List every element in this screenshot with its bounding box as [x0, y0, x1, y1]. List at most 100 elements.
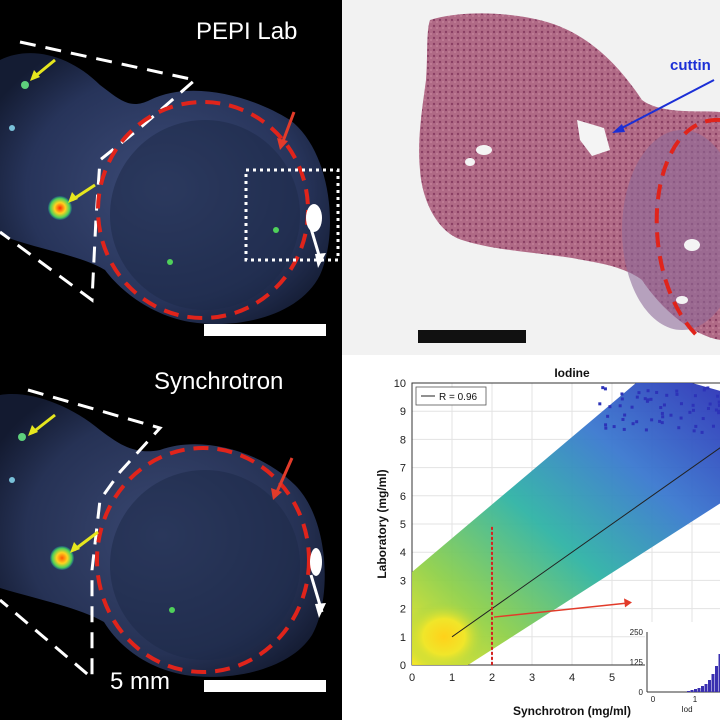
pepi-lab-image — [0, 40, 340, 336]
tumor-region — [622, 130, 720, 330]
inset-bar — [694, 689, 697, 692]
scatter-point — [693, 394, 697, 398]
scatter-point — [691, 403, 695, 407]
bright-spot — [9, 477, 15, 483]
inset-y-tick: 0 — [639, 688, 644, 697]
scatter-point — [603, 387, 607, 391]
tumor-region — [110, 120, 300, 310]
scatter-point — [692, 429, 696, 433]
scatter-point — [635, 420, 639, 424]
scatter-point — [717, 400, 720, 404]
blue-arrow — [617, 79, 715, 131]
fit-line — [451, 447, 720, 638]
scatter-point — [675, 389, 679, 393]
bright-feature — [306, 204, 322, 232]
x-tick-label: 5 — [609, 672, 615, 684]
y-axis-label: Laboratory (mg/ml) — [375, 469, 389, 578]
synchrotron-image — [0, 388, 326, 692]
inset-bar — [708, 680, 711, 692]
scatter-point — [688, 410, 692, 414]
bright-spot — [169, 607, 175, 613]
scatter-point — [658, 419, 662, 423]
scatter-point — [612, 425, 616, 429]
scatter-point — [717, 409, 720, 413]
arrowhead — [624, 598, 632, 608]
inset-bar — [701, 686, 704, 692]
iodine-density-plot: 01234567891001234567 R = 0.96012525001Io… — [375, 366, 720, 718]
scatter-point — [608, 405, 612, 409]
inset-x-tick: 1 — [693, 695, 698, 704]
scatter-point — [604, 426, 608, 430]
scatter-point — [660, 421, 664, 425]
red-arrow — [280, 111, 296, 145]
density-band — [412, 383, 720, 665]
scatter-point — [622, 427, 626, 431]
y-tick-label: 4 — [400, 547, 406, 559]
scale-bar — [418, 330, 526, 343]
scatter-point — [621, 417, 625, 421]
scatter-point — [631, 422, 635, 426]
scatter-point — [659, 406, 663, 410]
red-dashed-outline — [654, 117, 720, 342]
density-hotspot — [412, 600, 486, 665]
x-axis-label: Synchrotron (mg/ml) — [513, 704, 631, 718]
scatter-point — [620, 397, 624, 401]
legend: R = 0.96 — [415, 386, 487, 406]
y-tick-label: 6 — [400, 491, 406, 503]
panel-title-synchrotron: Synchrotron — [154, 368, 284, 395]
iodine-plot-panel: 01234567891001234567 R = 0.96012525001Io… — [342, 355, 720, 720]
bright-spot — [273, 227, 279, 233]
inset-x-tick: 0 — [651, 695, 656, 704]
inset-y-tick: 250 — [630, 628, 644, 637]
scatter-point — [660, 411, 664, 415]
pepi-lab-panel: PEPI Lab — [0, 0, 342, 360]
scatter-point — [716, 394, 720, 398]
scatter-point — [706, 406, 710, 410]
inset-x-label: Iod — [681, 705, 692, 714]
scale-bar — [204, 680, 326, 692]
scatter-point — [679, 416, 683, 420]
red-arrow — [274, 457, 294, 495]
scatter-point — [649, 397, 653, 401]
legend-label: R = 0.96 — [439, 392, 478, 403]
y-tick-label: 10 — [394, 378, 406, 390]
scatter-point — [635, 395, 639, 399]
scatter-point — [646, 398, 650, 402]
inset-bar — [715, 666, 718, 692]
scatter-point — [717, 403, 720, 407]
inset-background — [645, 622, 720, 714]
scatter-point — [604, 423, 608, 427]
scatter-point — [644, 428, 648, 432]
red-arrow — [493, 602, 629, 618]
scatter-point — [643, 397, 647, 401]
y-tick-label: 2 — [400, 604, 406, 616]
scatter-point — [669, 413, 673, 417]
scatter-point — [661, 415, 665, 419]
bright-spot — [167, 259, 173, 265]
x-tick-label: 2 — [489, 672, 495, 684]
tissue-hole — [577, 120, 610, 156]
panel-title-pepi: PEPI Lab — [196, 18, 298, 45]
hotspot — [48, 196, 72, 220]
legend-box — [415, 386, 487, 406]
inset-bar — [690, 690, 694, 692]
inset-bar — [687, 691, 690, 692]
histology-panel: cuttin — [342, 0, 720, 355]
y-tick-label: 3 — [400, 575, 406, 587]
scatter-point — [706, 386, 710, 390]
y-tick-label: 1 — [400, 632, 406, 644]
inset-bar — [711, 674, 715, 692]
hotspot — [50, 546, 74, 570]
scatter-point — [692, 408, 695, 412]
scatter-point — [630, 405, 634, 409]
chart-title: Iodine — [554, 366, 590, 380]
cutting-annotation: cuttin — [670, 57, 711, 74]
scatter-point — [677, 426, 681, 430]
x-tick-label: 4 — [569, 672, 575, 684]
scatter-point — [703, 386, 707, 390]
scatter-point — [694, 424, 698, 428]
white-dashed-outline — [0, 388, 163, 682]
bright-feature — [310, 548, 322, 576]
x-tick-label: 3 — [529, 672, 535, 684]
x-tick-label: 1 — [449, 672, 455, 684]
